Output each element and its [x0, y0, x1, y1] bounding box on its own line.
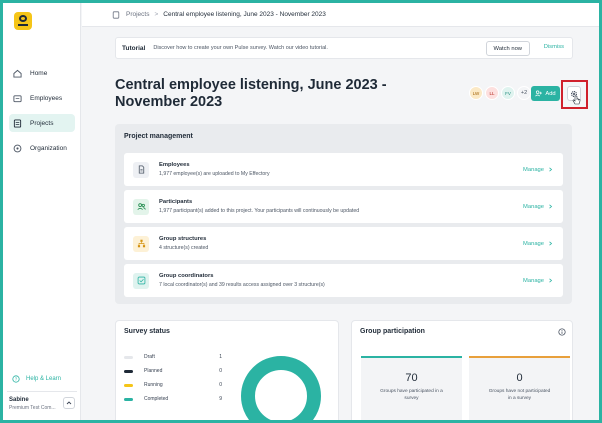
- project-management-panel: Project management Employees 1,977 emplo…: [115, 124, 572, 304]
- sidebar-item-label: Organization: [30, 144, 67, 152]
- user-name: Sabine: [9, 397, 29, 403]
- page-title: Central employee listening, June 2023 - …: [115, 77, 387, 110]
- legend-swatch: [124, 355, 133, 359]
- collaborator-avatars[interactable]: LW LL FV +2: [469, 86, 533, 100]
- chevron-right-icon: [549, 167, 553, 172]
- stat-participated: 70 Groups have participated in a survey: [361, 356, 462, 420]
- projects-icon: [112, 10, 120, 19]
- sidebar-item-projects[interactable]: Projects: [9, 114, 75, 132]
- chevron-right-icon: [549, 278, 553, 283]
- tutorial-label: Tutorial: [122, 44, 146, 52]
- card-title: Survey status: [124, 328, 170, 335]
- watch-now-button[interactable]: Watch now: [485, 41, 530, 56]
- legend-swatch: [124, 383, 133, 387]
- document-icon: [133, 161, 149, 178]
- help-icon: ?: [12, 375, 20, 383]
- legend-item: Completed 9: [124, 394, 222, 404]
- group-participation-card: Group participation 70 Groups have parti…: [351, 320, 573, 420]
- add-user-icon: [535, 90, 543, 97]
- breadcrumb-projects-link[interactable]: Projects: [126, 11, 150, 18]
- chevron-right-icon: [549, 204, 553, 209]
- sidebar-item-label: Employees: [30, 94, 63, 102]
- info-icon[interactable]: [558, 328, 566, 336]
- legend-item: Running 0: [124, 380, 222, 390]
- app-window: Home Employees Projects Organization ? H…: [3, 3, 599, 420]
- sidebar-item-label: Projects: [30, 119, 54, 127]
- user-organization: Premium Test Com...: [9, 405, 56, 411]
- manage-employees-link[interactable]: Manage: [523, 167, 553, 173]
- sidebar-item-employees[interactable]: Employees: [9, 89, 75, 107]
- stat-not-participated: 0 Groups have not participated in a surv…: [469, 356, 570, 420]
- list-item-employees: Employees 1,977 employee(s) are uploaded…: [124, 153, 563, 186]
- home-icon: [13, 69, 22, 78]
- svg-text:?: ?: [15, 377, 18, 382]
- survey-status-donut-chart: [241, 356, 321, 420]
- survey-status-card: Survey status Draft 1 Planned 0 Running …: [115, 320, 339, 420]
- breadcrumb: Projects > Central employee listening, J…: [82, 3, 599, 27]
- participants-icon: [133, 198, 149, 215]
- gear-icon: [571, 90, 577, 97]
- sidebar: Home Employees Projects Organization ? H…: [3, 3, 81, 420]
- chevron-up-icon: [66, 401, 72, 405]
- structure-icon: [133, 235, 149, 252]
- logo-icon[interactable]: [14, 12, 32, 30]
- breadcrumb-current: Central employee listening, June 2023 - …: [163, 11, 326, 18]
- projects-icon: [13, 118, 22, 128]
- list-item-participants: Participants 1,977 participant(s) added …: [124, 190, 563, 223]
- organization-icon: [13, 144, 22, 152]
- list-item-group-coordinators: Group coordinators 7 local coordinator(s…: [124, 264, 563, 297]
- chevron-right-icon: [549, 241, 553, 246]
- section-title: Project management: [124, 133, 193, 140]
- highlight-box: [561, 80, 588, 109]
- sidebar-item-home[interactable]: Home: [9, 64, 75, 82]
- main-content: Projects > Central employee listening, J…: [82, 3, 599, 420]
- list-item-group-structures: Group structures 4 structure(s) created …: [124, 227, 563, 260]
- manage-group-structures-link[interactable]: Manage: [523, 241, 553, 247]
- dismiss-link[interactable]: Dismiss: [543, 44, 564, 50]
- coordinator-check-icon: [133, 272, 149, 289]
- legend-item: Draft 1: [124, 352, 222, 362]
- avatar[interactable]: LW: [469, 86, 483, 100]
- more-avatars-count[interactable]: +2: [517, 86, 531, 100]
- add-user-button[interactable]: Add: [531, 86, 560, 101]
- hand-cursor-icon: [572, 95, 581, 105]
- employees-icon: [13, 94, 22, 102]
- card-title: Group participation: [360, 328, 425, 335]
- avatar[interactable]: FV: [501, 86, 515, 100]
- tutorial-text: Discover how to create your own Pulse su…: [153, 45, 328, 51]
- manage-group-coordinators-link[interactable]: Manage: [523, 278, 553, 284]
- manage-participants-link[interactable]: Manage: [523, 204, 553, 210]
- user-menu[interactable]: Sabine Premium Test Com...: [7, 391, 77, 416]
- help-and-learn-link[interactable]: ? Help & Learn: [12, 375, 61, 383]
- user-menu-toggle[interactable]: [63, 397, 75, 409]
- sidebar-item-organization[interactable]: Organization: [9, 139, 75, 157]
- tutorial-banner: Tutorial Discover how to create your own…: [115, 37, 573, 59]
- sidebar-item-label: Home: [30, 69, 48, 77]
- legend-swatch: [124, 369, 133, 373]
- avatar[interactable]: LL: [485, 86, 499, 100]
- breadcrumb-separator: >: [154, 11, 159, 18]
- legend-swatch: [124, 397, 133, 401]
- legend-item: Planned 0: [124, 366, 222, 376]
